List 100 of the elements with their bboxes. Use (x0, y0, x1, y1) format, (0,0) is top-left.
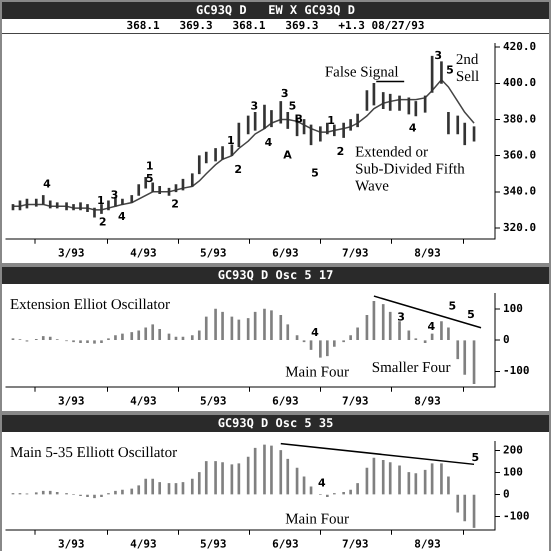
bar (310, 340, 312, 350)
bar (254, 312, 256, 340)
annotation: 4 (118, 210, 126, 224)
annotation: False Signal (324, 64, 399, 81)
bar (72, 204, 75, 210)
y-tick-label: 200 (503, 443, 523, 456)
bar (137, 330, 140, 340)
bar (279, 315, 282, 340)
annotation: Main Four (285, 364, 349, 381)
bar (356, 114, 359, 128)
bar (42, 195, 45, 205)
annotation: 4 (318, 476, 326, 490)
bar (100, 494, 103, 498)
bar (121, 198, 124, 205)
annotation: 1 (227, 134, 235, 148)
x-tick-label: 4/93 (130, 394, 157, 408)
annotation: 5 (288, 100, 296, 113)
bar (190, 478, 194, 494)
bar (382, 460, 385, 494)
x-tick-label: 5/93 (200, 246, 226, 260)
bar (190, 173, 194, 187)
bar (254, 448, 256, 494)
x-tick-label: 7/93 (342, 394, 369, 408)
bar (168, 188, 170, 196)
annotation: 2nd Sell (456, 52, 480, 86)
bar (190, 335, 194, 340)
bar (447, 476, 450, 494)
bar (79, 340, 82, 344)
bar (18, 200, 22, 210)
annotation: 2 (171, 197, 179, 210)
bar (151, 478, 154, 494)
bar (472, 494, 476, 528)
bar (456, 340, 460, 360)
chart-title: GC93Q D EW X GC93Q D (2, 2, 549, 19)
bar (158, 482, 162, 494)
bar (440, 463, 443, 494)
bar (144, 327, 148, 340)
bar (356, 327, 359, 340)
bar (408, 330, 410, 340)
y-tick-label: 100 (503, 465, 523, 478)
bar (100, 204, 103, 214)
bar (398, 466, 401, 494)
bar (342, 492, 345, 494)
bar (204, 461, 208, 494)
annotation: 1 (327, 114, 335, 128)
bar (463, 122, 466, 146)
bar (270, 110, 273, 128)
annotation: Extension Elliot Oscillator (10, 297, 170, 314)
annotation: B (294, 112, 303, 126)
bar (48, 490, 52, 494)
chart-subtitle: 368.1 369.3 368.1 369.3 +1.3 08/27/93 (2, 19, 549, 34)
bar (230, 144, 234, 156)
bar (174, 336, 178, 340)
annotation: 4 (428, 320, 436, 333)
x-tick-label: 6/93 (272, 537, 299, 550)
bar (310, 486, 312, 494)
x-tick-label: 6/93 (272, 246, 299, 260)
x-tick-label: 3/93 (58, 394, 84, 408)
bar (168, 334, 170, 340)
bar (168, 483, 170, 494)
bar (42, 490, 45, 494)
bar (296, 468, 298, 494)
bar (198, 472, 201, 494)
bar (158, 328, 162, 340)
bar (204, 152, 208, 164)
bar (79, 202, 82, 210)
bar (456, 494, 460, 512)
bar (121, 490, 124, 494)
bar (214, 148, 217, 162)
annotation: 3 (250, 100, 258, 113)
bar (319, 126, 322, 142)
annotation: 5 (448, 299, 456, 312)
bar (424, 96, 426, 113)
bar (238, 463, 240, 494)
bar (372, 458, 376, 494)
bar (137, 485, 140, 494)
bar (144, 177, 148, 189)
bar (263, 308, 266, 340)
bar (221, 312, 224, 340)
bar (144, 478, 148, 494)
bar (414, 101, 418, 116)
bar (42, 336, 45, 340)
annotation: 1 (96, 194, 105, 207)
bar (286, 458, 290, 494)
bar (366, 90, 368, 111)
y-tick-label: -100 (503, 364, 530, 378)
bar (174, 483, 178, 494)
bar (279, 450, 282, 494)
bar (326, 494, 329, 498)
x-tick-label: 4/93 (130, 246, 157, 260)
annotation: 3 (397, 310, 405, 324)
annotation: 5 (311, 166, 319, 180)
bar (366, 468, 368, 494)
annotation: Extended or Sub-Divided Fifth Wave (355, 144, 466, 194)
bar (198, 155, 201, 174)
bar (463, 494, 466, 522)
bar (246, 456, 250, 494)
bar (93, 340, 96, 344)
bar (130, 488, 134, 494)
x-tick-label: 3/93 (58, 246, 84, 260)
